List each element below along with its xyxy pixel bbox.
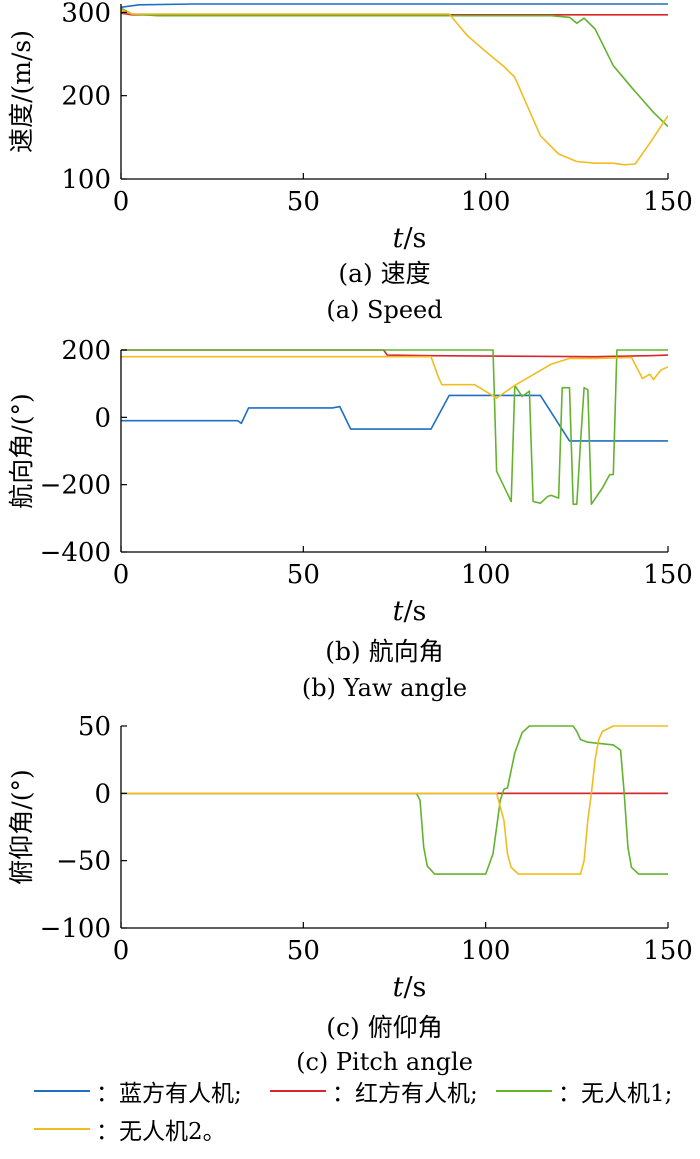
y-tick-label: 200 — [61, 336, 111, 366]
series-line-4 — [121, 9, 668, 166]
legend-label: ：红方有人机; — [332, 1081, 478, 1107]
legend-item-uav1: ：无人机1; — [496, 1074, 672, 1108]
legend-label: ：无人机1; — [558, 1081, 673, 1107]
y-tick-label: −100 — [40, 914, 111, 944]
y-tick-label: 50 — [78, 712, 111, 742]
x-tick-label: 150 — [643, 187, 693, 217]
x-tick-label: 50 — [287, 187, 320, 217]
chart-caption-en: (b) Yaw angle — [302, 674, 467, 702]
series-line-3 — [121, 725, 668, 875]
y-tick-label: −400 — [40, 538, 111, 568]
chart-caption-zh: (c) 俯仰角 — [326, 1013, 442, 1042]
chart-panel-1: 0 50 100 150 100 200 300 t/s 速度/(m/s) (a) 速度 (a) S… — [7, 0, 693, 324]
series-line-2 — [121, 349, 668, 358]
chart-panel-2: 0 50 100 150 −400 −200 0 200 t/s 航向角/(°) (b) 航向角 (b… — [7, 336, 693, 702]
legend-label: ：蓝方有人机; — [96, 1081, 242, 1107]
y-tick-label: −200 — [40, 471, 111, 501]
chart-caption-en: (c) Pitch angle — [296, 1048, 473, 1076]
chart-caption-zh: (b) 航向角 — [325, 637, 443, 666]
legend-swatch — [34, 1128, 90, 1130]
y-axis-label: 速度/(m/s) — [7, 30, 36, 153]
series-line-1 — [121, 394, 668, 442]
legend-label: ：无人机2。 — [96, 1119, 226, 1145]
x-tick-label: 0 — [113, 560, 130, 590]
chart-panel-3: 0 50 100 150 −100 −50 0 50 t/s 俯仰角/(°) (c) 俯仰角 (c) … — [7, 712, 693, 1076]
x-tick-label: 50 — [287, 936, 320, 966]
y-tick-label: −50 — [56, 847, 111, 877]
y-axis-label: 俯仰角/(°) — [7, 769, 36, 884]
x-axis-label: t/s — [393, 972, 427, 1003]
y-tick-label: 300 — [61, 0, 111, 28]
y-tick-label: 0 — [94, 779, 111, 809]
series-line-1 — [121, 3, 668, 9]
chart-caption-zh: (a) 速度 — [338, 259, 430, 288]
x-tick-label: 100 — [461, 187, 511, 217]
x-tick-label: 0 — [113, 936, 130, 966]
x-tick-label: 50 — [287, 560, 320, 590]
x-tick-label: 0 — [113, 187, 130, 217]
y-tick-label: 200 — [61, 82, 111, 112]
legend-item-red-manned: ：红方有人机; — [270, 1074, 478, 1108]
y-tick-label: 0 — [94, 403, 111, 433]
legend-swatch — [34, 1090, 90, 1092]
x-tick-label: 150 — [643, 560, 693, 590]
legend-item-blue-manned: ：蓝方有人机; — [34, 1074, 242, 1108]
legend-swatch — [496, 1090, 552, 1092]
series-line-4 — [121, 725, 668, 875]
legend: ：蓝方有人机; ：红方有人机; ：无人机1; ：无人机2。 — [0, 1060, 700, 1159]
y-tick-label: 100 — [61, 165, 111, 195]
x-axis-label: t/s — [393, 596, 427, 627]
chart-caption-en: (a) Speed — [326, 296, 442, 324]
series-line-3 — [121, 7, 668, 128]
x-tick-label: 100 — [461, 936, 511, 966]
x-tick-label: 150 — [643, 936, 693, 966]
y-axis-label: 航向角/(°) — [7, 393, 36, 508]
x-axis-label: t/s — [393, 223, 427, 254]
series-line-3 — [121, 349, 668, 505]
legend-swatch — [270, 1090, 326, 1092]
x-tick-label: 100 — [461, 560, 511, 590]
legend-item-uav2: ：无人机2。 — [34, 1112, 226, 1146]
series-line-4 — [121, 355, 668, 399]
